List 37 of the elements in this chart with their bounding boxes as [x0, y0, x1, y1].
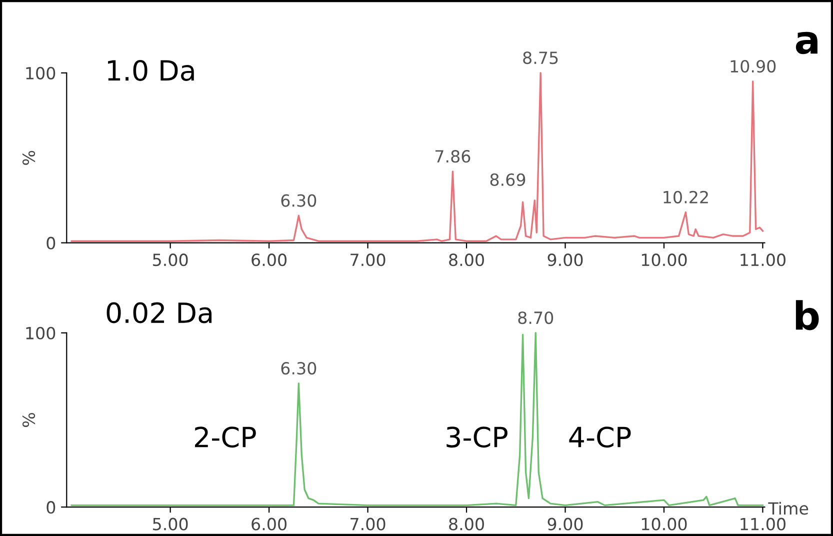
x-tick-label: 6.00	[252, 518, 286, 530]
x-tick-label: 11.00	[740, 518, 786, 530]
annotation: 10.90	[730, 60, 776, 73]
line-series	[70, 332, 764, 506]
annotation: 3-CP	[446, 426, 508, 448]
annotation: 10.22	[664, 190, 708, 204]
x-tick-label: 7.00	[350, 254, 386, 266]
annotation: 6.30	[281, 362, 316, 375]
x-tick-label: 7.00	[350, 518, 386, 530]
x-tick-label: 9.00	[548, 518, 583, 530]
x-tick-label: 10.00	[642, 254, 687, 266]
x-tick-label: 10.00	[642, 518, 687, 530]
x-tick-label: 11.00	[740, 254, 786, 266]
x-tick-label: 8.00	[449, 518, 484, 530]
x-tick-label: 6.00	[252, 254, 286, 266]
y-tick-label: 0	[46, 501, 56, 514]
y-axis-title: %	[22, 150, 36, 165]
annotation: 1.0 Da	[108, 60, 194, 81]
x-tick-label: 5.00	[153, 518, 188, 530]
annotation: 8.70	[518, 311, 554, 324]
x-tick-label: 5.00	[153, 254, 188, 266]
text: a	[796, 32, 818, 54]
annotation: 6.30	[281, 194, 316, 207]
y-tick-label: 0	[46, 236, 56, 250]
annotation: 2-CP	[195, 426, 256, 448]
y-axis-title: %	[22, 412, 36, 427]
annotation: 8.75	[523, 52, 558, 64]
text: b	[796, 300, 819, 330]
x-tick-label: 9.00	[548, 254, 583, 266]
annotation: 4-CP	[569, 426, 631, 448]
x-tick-label: 8.00	[449, 254, 484, 266]
x-axis-title: Time	[768, 502, 808, 515]
y-tick-label: 100	[26, 326, 56, 340]
y-tick-label: 100	[26, 66, 56, 80]
annotation: 8.69	[490, 173, 526, 186]
annotation: 7.86	[436, 150, 470, 163]
text: 0.02 Da	[106, 302, 212, 324]
